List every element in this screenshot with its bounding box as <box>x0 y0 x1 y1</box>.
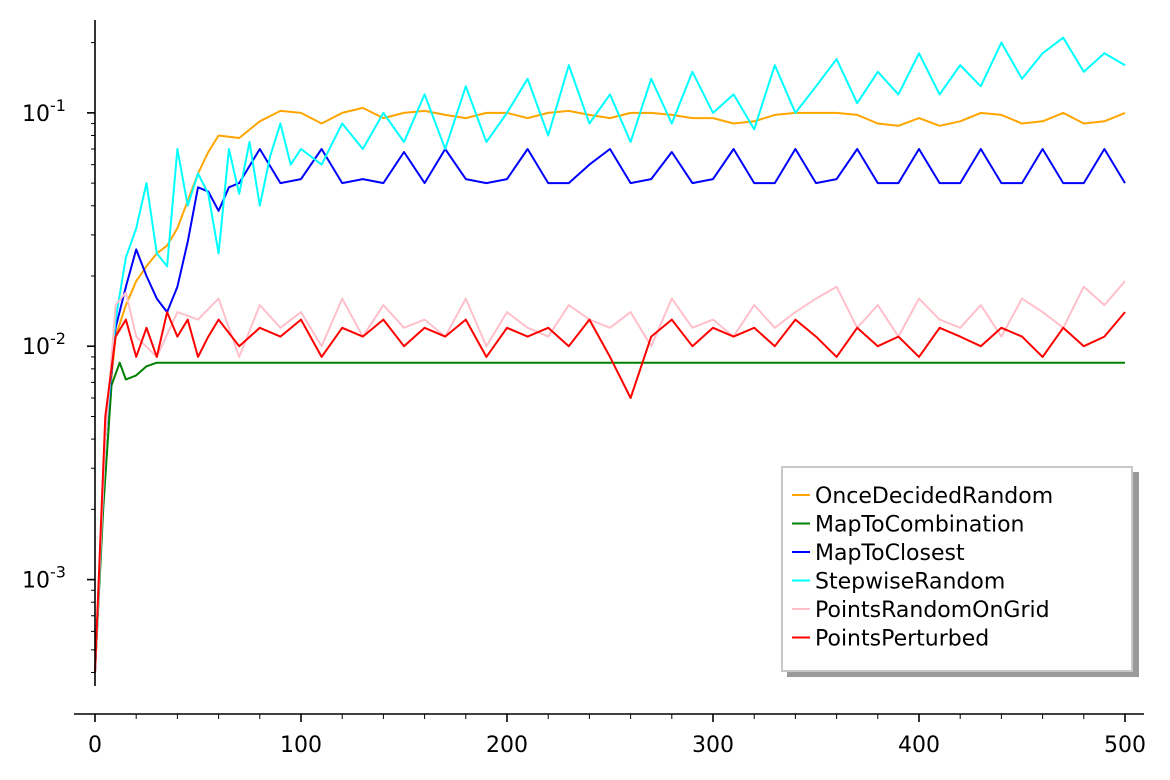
legend: OnceDecidedRandom MapToCombination MapToCl… <box>781 466 1139 677</box>
legend-label: OnceDecidedRandom <box>815 484 1053 509</box>
series-line-1 <box>94 361 1125 673</box>
series-line-3 <box>94 36 1126 673</box>
y-tick-label: 10-3 <box>22 563 66 594</box>
y-tick-label: 10-1 <box>22 96 66 127</box>
legend-label: MapToClosest <box>815 541 965 566</box>
axes-layer: 0 100 200 300 400 500 10-3 10-2 10-1 <box>22 20 1146 758</box>
x-tick-label: 300 <box>692 733 734 758</box>
y-tick-label: 10-2 <box>22 329 66 360</box>
x-tick-label: 200 <box>486 733 528 758</box>
legend-box <box>781 466 1133 672</box>
x-tick-label: 100 <box>280 733 322 758</box>
series-line-2 <box>94 148 1126 673</box>
x-tick-label: 0 <box>88 733 102 758</box>
y-ticks: 10-3 10-2 10-1 <box>22 42 95 673</box>
series-layer <box>94 36 1126 673</box>
legend-label: MapToCombination <box>815 513 1024 538</box>
series-line-5 <box>94 311 1126 673</box>
x-tick-label: 500 <box>1104 733 1146 758</box>
x-ticks: 0 100 200 300 400 500 <box>88 714 1146 758</box>
legend-label: PointsPerturbed <box>815 627 989 652</box>
legend-items: OnceDecidedRandom MapToCombination MapToCl… <box>792 484 1053 652</box>
x-tick-label: 400 <box>898 733 940 758</box>
legend-label: PointsRandomOnGrid <box>815 598 1050 623</box>
legend-label: StepwiseRandom <box>815 570 1005 595</box>
